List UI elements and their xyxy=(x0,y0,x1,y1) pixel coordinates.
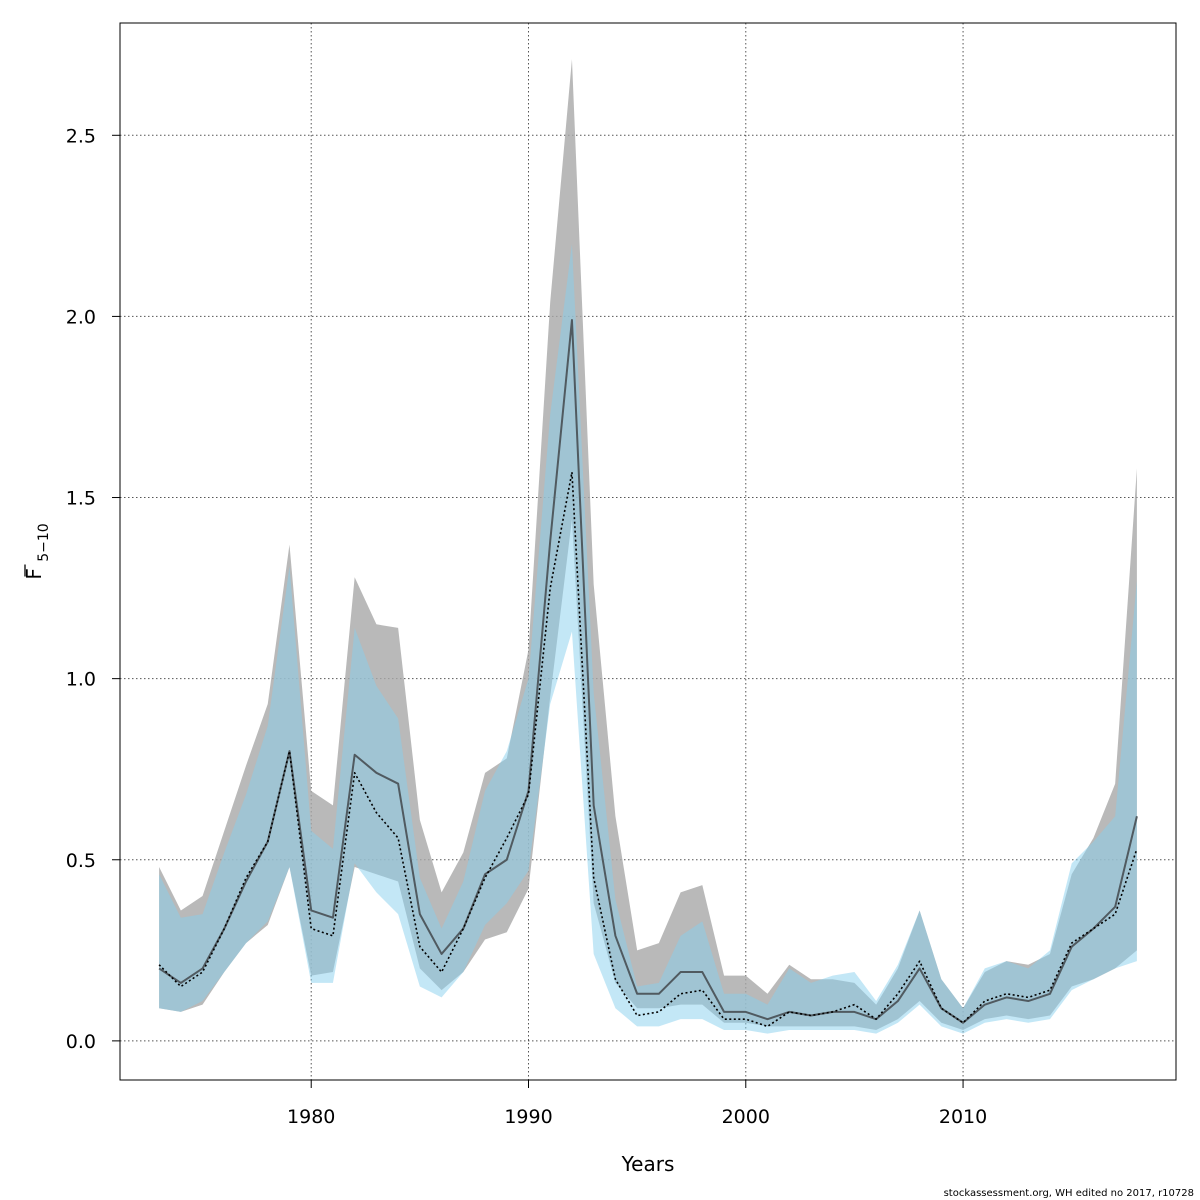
y-axis-title: F 5−10 xyxy=(22,523,52,579)
y-axis-title-main: F xyxy=(22,568,46,580)
grid-lines xyxy=(120,23,1176,1080)
series-lines xyxy=(158,319,1138,1028)
confidence-band-2 xyxy=(159,243,1137,1034)
y-tick-label: 2.5 xyxy=(66,125,96,147)
y-tick-label: 0.0 xyxy=(66,1031,96,1053)
x-tick-label: 1990 xyxy=(504,1106,552,1128)
confidence-bands xyxy=(159,59,1137,1034)
x-tick-label: 1980 xyxy=(287,1106,335,1128)
svg-text:F 5−10: F 5−10 xyxy=(22,523,52,579)
credit-text: stockassessment.org, WH edited no 2017, … xyxy=(943,1188,1194,1199)
plot-frame xyxy=(119,22,1177,1081)
y-tick-label: 0.5 xyxy=(66,850,96,872)
y-tick-label: 1.0 xyxy=(66,669,96,691)
estimate-line-solid xyxy=(158,319,1138,1024)
x-tick-label: 2000 xyxy=(722,1106,770,1128)
y-axis-title-subscript: 5−10 xyxy=(36,523,52,561)
y-tick-label: 1.5 xyxy=(66,488,96,510)
x-tick-label: 2010 xyxy=(939,1106,987,1128)
x-axis: 1980 1990 2000 2010 xyxy=(287,1080,987,1128)
y-tick-label: 2.0 xyxy=(66,306,96,328)
estimate-line-dotted xyxy=(158,471,1138,1028)
x-axis-title: Years xyxy=(621,1152,675,1176)
y-axis: 0.0 0.5 1.0 1.5 2.0 2.5 xyxy=(66,125,120,1053)
